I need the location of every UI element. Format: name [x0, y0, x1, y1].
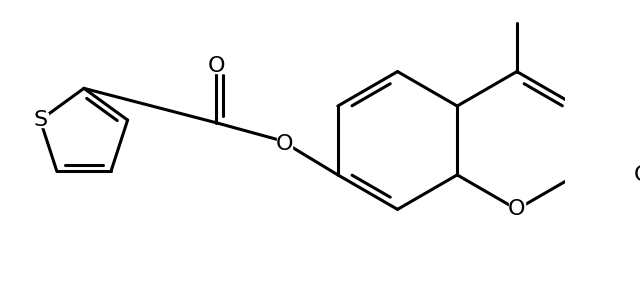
- Text: O: O: [276, 134, 293, 154]
- Bar: [635, 167, 640, 183]
- Bar: [509, 202, 525, 217]
- Bar: [277, 137, 291, 151]
- Text: O: O: [634, 165, 640, 185]
- Bar: [209, 59, 223, 73]
- Text: O: O: [207, 56, 225, 76]
- Text: S: S: [33, 110, 47, 130]
- Bar: [32, 113, 48, 127]
- Text: O: O: [508, 199, 525, 219]
